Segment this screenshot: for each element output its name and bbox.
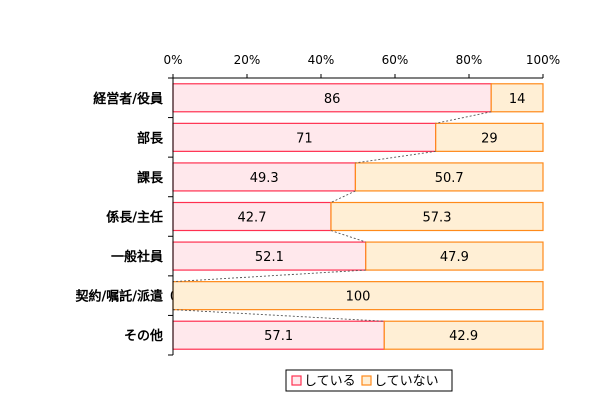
data-label: 49.3 [250, 171, 279, 186]
data-label: 42.9 [449, 329, 478, 344]
bar-shiteinai [383, 320, 544, 350]
category-label: 課長 [137, 170, 164, 186]
bar-shiteinai [172, 281, 544, 311]
data-label: 71 [296, 131, 313, 146]
x-tick-labels: 0% 20% 40% 60% 80% 100% [163, 53, 560, 67]
x-tick-label: 20% [234, 53, 261, 67]
gridlines [172, 74, 544, 78]
data-label: 29 [481, 131, 498, 146]
series-line [172, 309, 385, 322]
series-line [435, 111, 492, 124]
data-label: 57.1 [264, 329, 293, 344]
bar-shiteinai [365, 241, 544, 271]
data-label: 86 [324, 92, 341, 107]
legend: している していない [285, 369, 453, 392]
data-label: 47.9 [440, 250, 469, 265]
category-label: 部長 [137, 130, 164, 146]
bar-shiteinai [490, 83, 544, 113]
legend-entry: していない [374, 374, 439, 389]
bar-shiteinai [354, 162, 544, 192]
axis [168, 77, 543, 356]
x-tick-label: 80% [456, 53, 483, 67]
bar-shiteiru [172, 201, 332, 232]
data-label: 42.7 [238, 211, 267, 226]
data-label: 50.7 [435, 171, 464, 186]
category-label: 一般社員 [111, 249, 163, 265]
series-line [330, 230, 366, 243]
legend-swatch [291, 375, 302, 386]
data-label: 100 [346, 290, 371, 305]
legend-entry: している [304, 374, 356, 389]
x-tick-label: 60% [382, 53, 409, 67]
series-line [172, 269, 366, 283]
series-line [330, 190, 356, 203]
bar-shiteinai [435, 122, 544, 152]
category-label: 係長/主任 [106, 210, 163, 226]
x-tick-label: 40% [308, 53, 335, 67]
category-label: 経営者/役員 [93, 91, 163, 107]
data-label: 52.1 [255, 250, 284, 265]
series-line [355, 150, 436, 164]
category-label: その他 [124, 328, 163, 344]
category-label: 契約/嘱託/派遣 [75, 289, 164, 305]
x-tick-label: 100% [526, 53, 560, 67]
data-label: 57.3 [423, 211, 452, 226]
bar-shiteiru [172, 83, 492, 113]
bars: 8614712949.350.742.757.352.147.9010057.1… [170, 83, 544, 350]
legend-swatch [361, 375, 372, 386]
series-lines [172, 111, 492, 322]
bar-shiteinai [330, 201, 544, 232]
bar-shiteiru [172, 162, 357, 192]
bar-shiteiru [172, 241, 367, 271]
x-tick-label: 0% [163, 53, 182, 67]
data-label: 14 [509, 92, 526, 107]
